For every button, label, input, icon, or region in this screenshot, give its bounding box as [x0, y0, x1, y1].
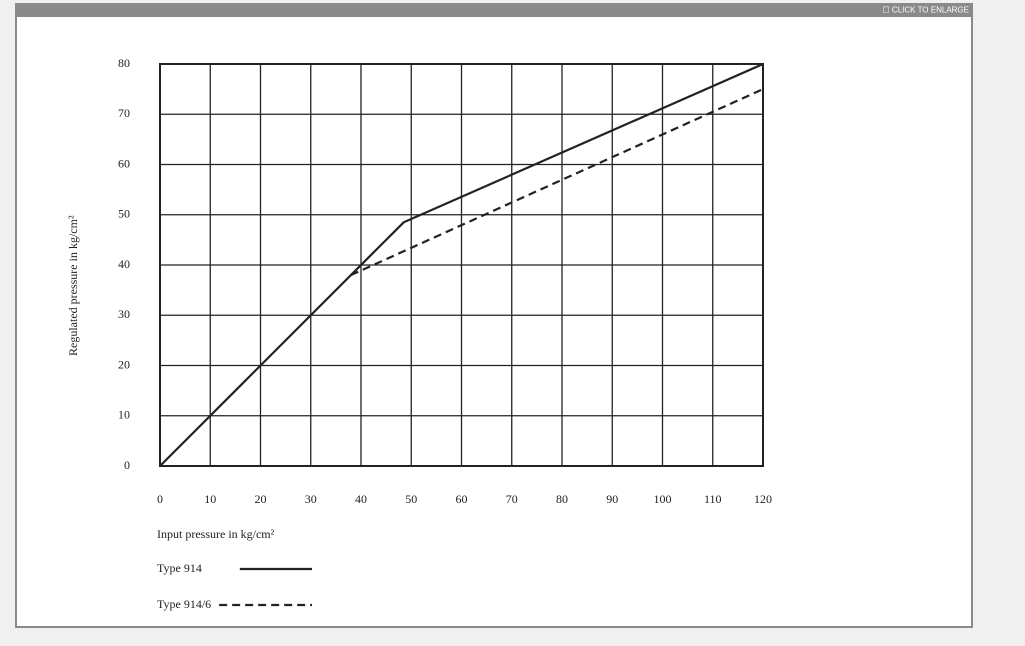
y-tick-label: 80	[118, 56, 130, 70]
y-axis-label: Regulated pressure in kg/cm²	[66, 215, 80, 356]
y-tick-label: 60	[118, 156, 130, 170]
x-tick-label: 90	[606, 492, 618, 506]
data-line	[350, 88, 764, 277]
plot-border	[159, 63, 764, 467]
x-tick-label: 100	[654, 492, 672, 506]
data-line	[159, 62, 764, 467]
x-tick-label: 50	[405, 492, 417, 506]
x-axis-label: Input pressure in kg/cm²	[157, 527, 275, 541]
image-toolbar	[15, 3, 973, 17]
y-tick-label: 40	[118, 257, 130, 271]
x-tick-label: 40	[355, 492, 367, 506]
x-tick-label: 80	[556, 492, 568, 506]
enlarge-button[interactable]: ☐ CLICK TO ENLARGE	[883, 6, 969, 15]
x-tick-label: 110	[704, 492, 722, 506]
legend-label: Type 914	[157, 561, 202, 575]
x-tick-label: 20	[255, 492, 267, 506]
x-tick-label: 0	[157, 492, 163, 506]
x-tick-label: 70	[506, 492, 518, 506]
legend-label: Type 914/6	[157, 597, 211, 611]
y-tick-label: 20	[118, 357, 130, 371]
y-tick-label: 50	[118, 207, 130, 221]
x-tick-label: 30	[305, 492, 317, 506]
y-tick-label: 10	[118, 408, 130, 422]
x-tick-label: 60	[456, 492, 468, 506]
y-tick-label: 70	[118, 106, 130, 120]
x-tick-label: 10	[204, 492, 216, 506]
x-tick-label: 120	[754, 492, 772, 506]
y-tick-label: 0	[124, 458, 130, 472]
y-tick-label: 30	[118, 307, 130, 321]
